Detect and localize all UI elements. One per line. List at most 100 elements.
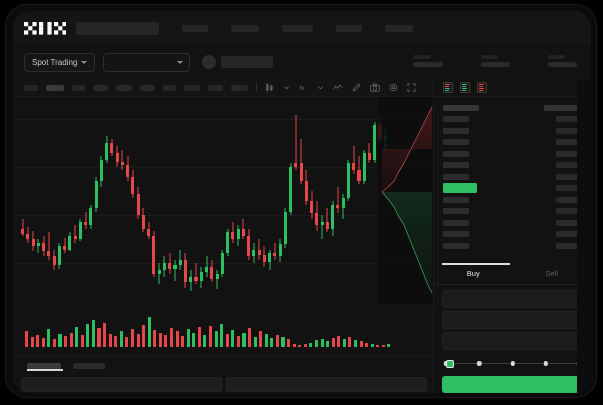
candle	[68, 97, 72, 305]
settings-gear-icon[interactable]	[389, 83, 398, 92]
chevron-down-icon[interactable]	[283, 84, 290, 91]
candle-body	[47, 251, 51, 257]
orderbook-amount	[556, 196, 582, 203]
candle	[341, 97, 345, 305]
timeframe-button-1[interactable]	[24, 84, 38, 91]
candle	[352, 97, 356, 305]
volume-bar	[337, 335, 341, 347]
slider-stop-50[interactable]	[510, 361, 515, 366]
candle	[162, 97, 166, 305]
candle-wick	[274, 242, 276, 260]
orderbook-row[interactable]	[434, 126, 591, 135]
orderbook-asks-icon[interactable]	[477, 82, 487, 93]
tab-sell[interactable]: Sell	[545, 269, 558, 278]
candle-body	[362, 152, 366, 181]
orderbook-row[interactable]	[434, 172, 591, 181]
orderbook-price	[443, 173, 469, 180]
candle	[99, 97, 103, 305]
pencil-draw-icon[interactable]	[352, 83, 361, 92]
orderbook-row[interactable]	[434, 230, 591, 239]
tab-open-orders[interactable]	[27, 362, 61, 369]
tab-order-history[interactable]	[73, 362, 105, 369]
candle-body	[241, 228, 245, 236]
orderbook-amount	[556, 173, 582, 180]
slider-stop-25[interactable]	[477, 361, 482, 366]
candle-body	[42, 242, 46, 252]
volume-bar	[58, 333, 62, 347]
candle-body	[378, 125, 382, 140]
volume-bar	[270, 338, 274, 347]
bottom-panel-right[interactable]	[226, 377, 427, 392]
candle-body	[99, 159, 103, 181]
submit-buy-button[interactable]	[442, 376, 583, 393]
volume-bar	[192, 332, 196, 347]
orderbook-row[interactable]	[434, 241, 591, 250]
order-total-field[interactable]	[442, 332, 583, 350]
okx-logo[interactable]	[24, 21, 66, 35]
trading-mode-selector[interactable]: Spot Trading	[24, 52, 96, 72]
orderbook-row[interactable]	[434, 218, 591, 227]
orderbook-bids-icon[interactable]	[460, 82, 470, 93]
volume-bar	[309, 342, 313, 347]
candle	[63, 97, 67, 305]
timeframe-button-7[interactable]	[163, 84, 176, 91]
timeframe-button-3[interactable]	[72, 84, 85, 91]
global-search-input[interactable]	[76, 21, 159, 35]
candle-body	[346, 163, 350, 198]
orderbook-row[interactable]	[434, 161, 591, 170]
chevron-down-icon[interactable]	[317, 84, 324, 91]
candle-body	[52, 256, 56, 266]
indicator-icon[interactable]: fx	[299, 83, 308, 92]
candle-body	[31, 239, 35, 247]
candle-wick	[195, 263, 197, 285]
camera-snapshot-icon[interactable]	[370, 83, 380, 92]
tab-buy[interactable]: Buy	[466, 269, 480, 278]
amount-percent-slider[interactable]	[443, 359, 582, 369]
timeframe-button-4[interactable]	[93, 84, 108, 91]
timeframe-button-10[interactable]	[231, 84, 248, 91]
orderbook-both-icon[interactable]	[443, 82, 453, 93]
nav-item-4[interactable]	[336, 24, 362, 32]
line-tool-icon[interactable]	[333, 83, 343, 92]
orderbook-row[interactable]	[434, 207, 591, 216]
timeframe-button-8[interactable]	[184, 84, 200, 91]
chevron-down-icon	[81, 60, 88, 64]
volume-bar	[292, 343, 296, 347]
stat-2-label	[481, 55, 498, 59]
order-price-field[interactable]	[442, 290, 583, 308]
fullscreen-icon[interactable]	[407, 83, 416, 92]
candle	[299, 97, 303, 305]
orderbook-amount	[556, 139, 582, 145]
order-amount-field[interactable]	[442, 311, 583, 329]
orderbook-row[interactable]	[434, 149, 591, 158]
volume-bar	[365, 342, 369, 347]
slider-stop-75[interactable]	[543, 361, 548, 366]
orderbook-rows[interactable]	[434, 97, 591, 263]
timeframe-button-2[interactable]	[46, 84, 64, 91]
candle-body	[341, 197, 345, 209]
orderbook-spread-row[interactable]	[434, 183, 591, 193]
stat-1-value	[413, 62, 443, 67]
orderbook-row[interactable]	[434, 115, 591, 124]
price-chart[interactable]	[13, 97, 433, 305]
orderbook-price	[443, 183, 477, 193]
candlestick-series	[13, 97, 433, 305]
candlestick-type-icon[interactable]	[265, 83, 274, 92]
orderbook-row[interactable]	[434, 138, 591, 147]
volume-bar	[287, 339, 291, 347]
timeframe-button-9[interactable]	[208, 84, 223, 91]
nav-item-5[interactable]	[385, 24, 413, 32]
slider-handle[interactable]	[446, 359, 454, 368]
timeframe-button-5[interactable]	[116, 84, 132, 91]
nav-item-2[interactable]	[231, 24, 259, 32]
candle	[110, 97, 114, 305]
nav-item-3[interactable]	[282, 24, 313, 32]
orderbook-row[interactable]	[434, 195, 591, 204]
candle-wick	[232, 221, 234, 243]
nav-item-1[interactable]	[182, 24, 208, 32]
bottom-panel-left[interactable]	[21, 377, 222, 392]
volume-bar	[108, 333, 112, 347]
timeframe-button-6[interactable]	[140, 84, 155, 91]
candle-body	[157, 270, 161, 274]
trading-pair-selector[interactable]	[103, 52, 191, 72]
